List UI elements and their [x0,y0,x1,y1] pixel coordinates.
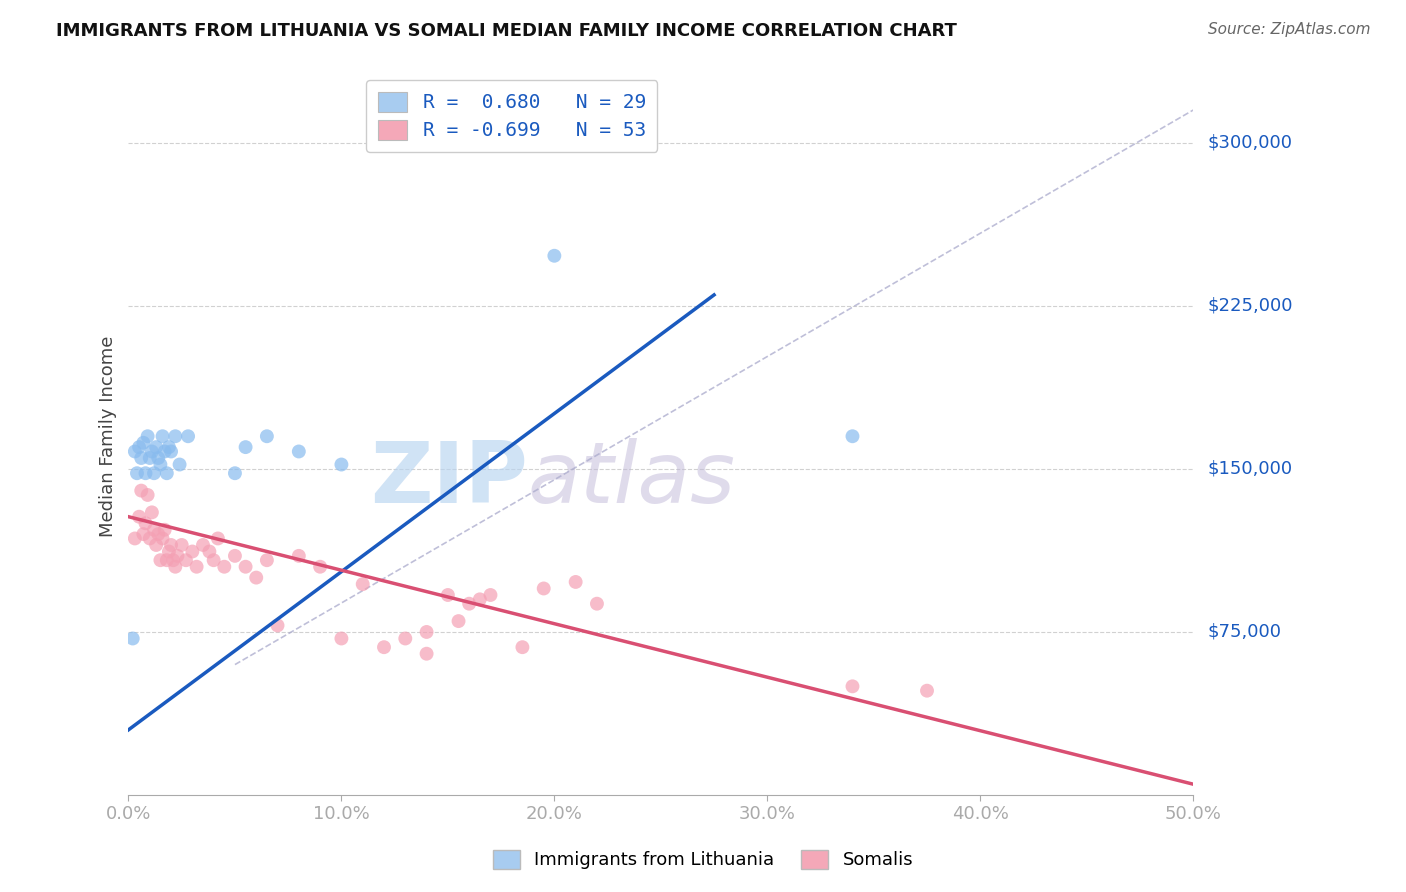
Point [153,444,176,458]
Point [139,450,162,465]
Point [373,640,395,655]
Point [145,440,167,454]
Point [512,640,534,655]
Point [266,618,288,632]
Point [533,582,555,596]
Point [156,553,179,567]
Point [468,592,491,607]
Point [256,429,278,443]
Point [479,588,502,602]
Point [224,549,246,563]
Point [139,532,162,546]
Point [121,632,143,646]
Point [288,549,311,563]
Point [437,588,460,602]
Point [143,467,166,481]
Point [128,509,150,524]
Y-axis label: Median Family Income: Median Family Income [100,335,117,537]
Point [181,544,204,558]
Text: Source: ZipAtlas.com: Source: ZipAtlas.com [1208,22,1371,37]
Text: atlas: atlas [527,438,735,521]
Point [153,523,176,537]
Legend: Immigrants from Lithuania, Somalis: Immigrants from Lithuania, Somalis [484,841,922,879]
Point [394,632,416,646]
Point [166,549,188,563]
Point [170,538,193,552]
Point [157,544,180,558]
Point [165,429,187,443]
Text: $150,000: $150,000 [1208,460,1292,478]
Point [415,647,437,661]
Text: ZIP: ZIP [370,438,527,521]
Point [141,444,163,458]
Point [235,440,257,454]
Point [169,458,191,472]
Point [256,553,278,567]
Point [152,429,174,443]
Point [149,553,172,567]
Point [415,624,437,639]
Point [198,544,221,558]
Point [186,559,208,574]
Point [447,614,470,628]
Point [128,440,150,454]
Point [129,450,152,465]
Point [330,632,353,646]
Point [134,516,156,531]
Point [125,467,148,481]
Point [174,553,197,567]
Point [207,532,229,546]
Point [586,597,609,611]
Point [915,683,938,698]
Point [124,532,146,546]
Text: $75,000: $75,000 [1208,623,1281,641]
Point [129,483,152,498]
Point [214,559,236,574]
Point [136,429,159,443]
Text: $225,000: $225,000 [1208,297,1292,315]
Point [145,538,167,552]
Point [841,429,863,443]
Point [157,440,180,454]
Point [235,559,257,574]
Point [309,559,332,574]
Point [152,532,174,546]
Point [134,467,156,481]
Text: IMMIGRANTS FROM LITHUANIA VS SOMALI MEDIAN FAMILY INCOME CORRELATION CHART: IMMIGRANTS FROM LITHUANIA VS SOMALI MEDI… [56,22,957,40]
Point [132,527,155,541]
Point [177,429,200,443]
Point [143,523,166,537]
Point [141,505,163,519]
Point [165,559,187,574]
Point [224,467,246,481]
Point [156,467,179,481]
Point [136,488,159,502]
Text: $300,000: $300,000 [1208,134,1292,152]
Point [124,444,146,458]
Point [543,249,565,263]
Point [458,597,481,611]
Point [330,458,353,472]
Point [132,435,155,450]
Point [841,679,863,693]
Point [160,444,183,458]
Point [148,450,170,465]
Point [191,538,214,552]
Point [149,458,172,472]
Point [202,553,225,567]
Point [162,553,184,567]
Point [245,571,267,585]
Point [160,538,183,552]
Point [564,574,586,589]
Legend: R =  0.680   N = 29, R = -0.699   N = 53: R = 0.680 N = 29, R = -0.699 N = 53 [366,80,658,153]
Point [148,527,170,541]
Point [352,577,374,591]
Point [288,444,311,458]
